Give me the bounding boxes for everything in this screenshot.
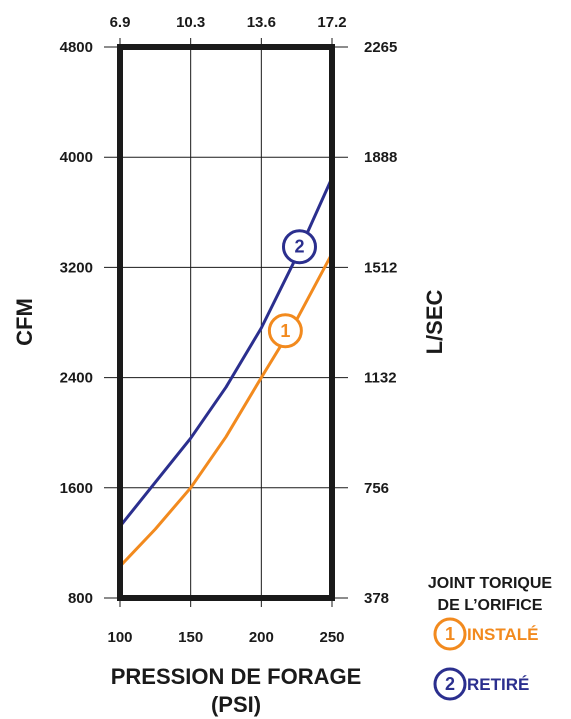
series-marker-circle-2: [281, 229, 317, 265]
series-marker-number-2: 2: [294, 237, 304, 257]
y-tick-label: 3200: [60, 259, 93, 276]
legend-title-line1: JOINT TORIQUE: [428, 575, 552, 592]
series-line-1: [118, 252, 334, 568]
x-tick-label: 150: [178, 629, 203, 646]
series-markers: 12: [267, 229, 317, 349]
y2-tick-label: 1512: [364, 259, 397, 276]
y-tick-label: 2400: [60, 370, 93, 387]
tick-labels: 100 6.9 150 10.3 200 13.6 250 17.2 800 378 1600 756…: [60, 14, 398, 646]
x-top-tick-label: 13.6: [247, 14, 276, 31]
legend: JOINT TORIQUE DE L’ORIFICE 1 INSTALÉ 2 R…: [428, 575, 552, 701]
y-axis-title: CFM: [12, 298, 37, 346]
x-tick-label: 100: [107, 629, 132, 646]
y2-tick-label: 378: [364, 590, 389, 607]
y-tick-label: 4800: [60, 39, 93, 56]
legend-title-line2: DE L’ORIFICE: [438, 597, 543, 614]
x-top-tick-label: 17.2: [317, 14, 346, 31]
legend-label-1: INSTALÉ: [467, 625, 538, 644]
x-tick-label: 200: [249, 629, 274, 646]
y2-tick-label: 1132: [364, 370, 397, 387]
legend-number-2: 2: [445, 674, 455, 694]
series-marker-circle-1: [267, 313, 303, 349]
y-tick-label: 4000: [60, 149, 93, 166]
series-marker-number-1: 1: [280, 321, 290, 341]
x-axis-title: PRESSION DE FORAGE: [111, 664, 362, 689]
x-top-tick-label: 6.9: [110, 14, 131, 31]
y-tick-label: 800: [68, 590, 93, 607]
y2-tick-label: 2265: [364, 39, 397, 56]
y2-tick-label: 1888: [364, 149, 397, 166]
legend-label-2: RETIRÉ: [467, 675, 529, 694]
grid-lines: [104, 46, 348, 599]
y2-axis-title: L/SEC: [422, 290, 447, 355]
legend-circle-1: [433, 617, 467, 651]
y-tick-label: 1600: [60, 480, 93, 497]
x-axis-unit: (PSI): [211, 692, 261, 717]
y2-tick-label: 756: [364, 480, 389, 497]
plot-frame: [117, 44, 335, 601]
legend-circle-2: [433, 667, 467, 701]
x-top-tick-label: 10.3: [176, 14, 205, 31]
x-tick-label: 250: [319, 629, 344, 646]
legend-number-1: 1: [445, 624, 455, 644]
